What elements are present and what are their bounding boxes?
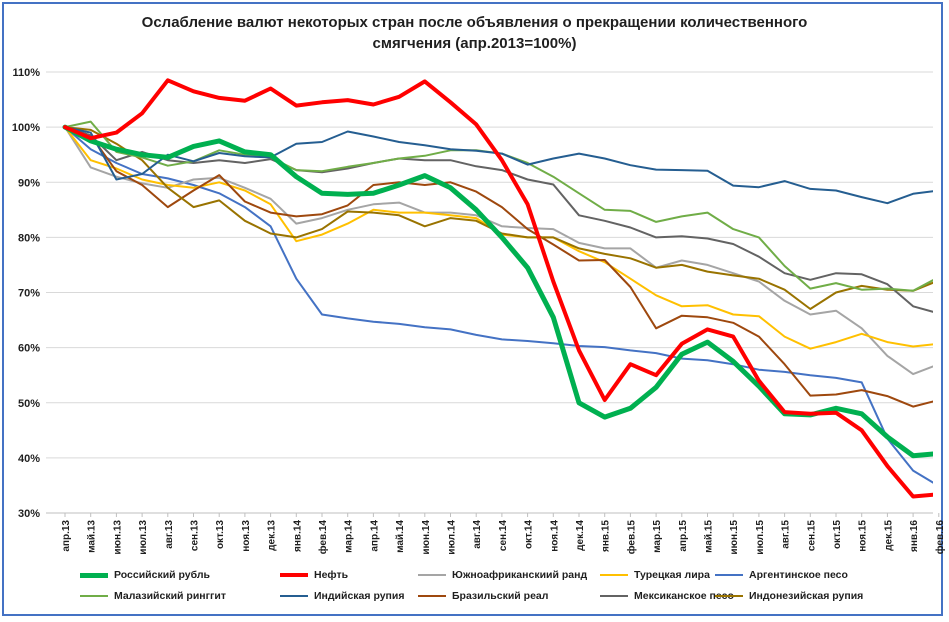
x-tick-label: июл.14 bbox=[447, 520, 458, 555]
x-tick-label: фев.15 bbox=[625, 520, 637, 555]
legend-label: Южноафриканскиий ранд bbox=[452, 569, 588, 581]
legend-swatch bbox=[80, 595, 108, 598]
x-tick-label: апр.14 bbox=[369, 520, 380, 552]
chart-title: Ослабление валют некоторых стран после о… bbox=[0, 12, 949, 54]
series-line bbox=[63, 78, 933, 499]
chart-title-line1: Ослабление валют некоторых стран после о… bbox=[141, 14, 808, 31]
y-tick-label: 110% bbox=[12, 67, 40, 79]
y-tick-label: 60% bbox=[18, 343, 40, 355]
legend-label: Мексиканское песо bbox=[634, 590, 734, 602]
x-tick-label: сен.15 bbox=[806, 520, 817, 552]
chart-title-line2: смягчения (апр.2013=100%) bbox=[372, 35, 577, 52]
y-tick-label: 80% bbox=[18, 232, 40, 244]
legend-label: Нефть bbox=[314, 569, 349, 581]
series-line bbox=[64, 126, 933, 484]
x-tick-label: дек.14 bbox=[575, 520, 586, 551]
legend-swatch bbox=[600, 595, 628, 598]
legend-item: Мексиканское песо bbox=[600, 589, 734, 603]
y-tick-label: 100% bbox=[12, 122, 40, 134]
legend-swatch bbox=[280, 573, 308, 578]
x-tick-label: фев.16 bbox=[934, 520, 946, 555]
x-tick-label: ноя.15 bbox=[858, 520, 869, 552]
x-tick-label: апр.15 bbox=[678, 520, 689, 552]
y-tick-label: 90% bbox=[18, 177, 40, 189]
x-tick-label: май.14 bbox=[395, 520, 406, 553]
y-tick-label: 40% bbox=[18, 453, 40, 465]
legend-label: Аргентинское песо bbox=[749, 569, 848, 581]
legend-label: Турецкая лира bbox=[634, 569, 710, 581]
x-tick-label: июн.13 bbox=[112, 520, 123, 555]
x-tick-label: ноя.13 bbox=[241, 520, 252, 552]
legend-item: Малазийский ринггит bbox=[80, 589, 226, 603]
series-line bbox=[64, 126, 933, 376]
x-tick-label: июл.13 bbox=[138, 520, 149, 555]
chart-frame bbox=[2, 2, 943, 616]
legend-swatch bbox=[600, 574, 628, 577]
x-tick-label: сен.13 bbox=[190, 520, 201, 552]
series-line bbox=[64, 126, 933, 310]
legend-swatch bbox=[280, 595, 308, 598]
legend-label: Индийская рупия bbox=[314, 590, 405, 602]
x-tick-label: мар.15 bbox=[652, 520, 663, 553]
legend-item: Индийская рупия bbox=[280, 589, 404, 603]
legend-label: Малазийский ринггит bbox=[114, 590, 226, 602]
x-tick-label: май.15 bbox=[704, 520, 715, 553]
x-tick-label: май.13 bbox=[87, 520, 98, 553]
x-tick-label: дек.13 bbox=[267, 520, 278, 551]
legend-item: Индонезийская рупия bbox=[715, 589, 863, 603]
y-tick-label: 50% bbox=[18, 398, 40, 410]
legend-label: Российский рубль bbox=[114, 569, 210, 581]
x-tick-label: сен.14 bbox=[498, 520, 509, 552]
legend-swatch bbox=[80, 572, 108, 578]
legend-label: Индонезийская рупия bbox=[749, 590, 864, 602]
legend-item: Нефть bbox=[280, 568, 348, 582]
x-tick-label: янв.15 bbox=[601, 520, 612, 552]
legend-item: Турецкая лира bbox=[600, 568, 710, 582]
x-tick-label: ноя.14 bbox=[549, 520, 560, 552]
x-tick-label: окт.15 bbox=[832, 520, 843, 549]
series-line bbox=[64, 126, 933, 313]
y-tick-label: 70% bbox=[18, 288, 40, 300]
legend-item: Бразильский реал bbox=[418, 589, 548, 603]
legend-swatch bbox=[715, 574, 743, 577]
series-line bbox=[64, 126, 933, 205]
x-tick-label: июл.15 bbox=[755, 520, 766, 555]
x-tick-label: апр.13 bbox=[61, 520, 72, 552]
x-tick-label: июн.15 bbox=[729, 520, 740, 555]
x-tick-label: янв.16 bbox=[909, 520, 920, 552]
x-tick-label: авг.15 bbox=[781, 520, 792, 549]
legend-swatch bbox=[715, 595, 743, 598]
legend-item: Южноафриканскиий ранд bbox=[418, 568, 587, 582]
x-tick-label: июн.14 bbox=[421, 520, 432, 555]
legend-swatch bbox=[418, 595, 446, 598]
x-tick-label: окт.13 bbox=[215, 520, 226, 549]
legend-item: Российский рубль bbox=[80, 568, 210, 582]
x-tick-label: янв.14 bbox=[292, 520, 303, 552]
legend-label: Бразильский реал bbox=[452, 590, 549, 602]
x-tick-label: фев.14 bbox=[317, 520, 329, 555]
series-line bbox=[62, 124, 933, 459]
x-tick-label: авг.13 bbox=[164, 520, 175, 549]
series-line bbox=[64, 126, 933, 408]
y-tick-label: 30% bbox=[18, 508, 40, 520]
x-tick-label: мар.14 bbox=[344, 520, 355, 553]
x-tick-label: авг.14 bbox=[472, 520, 483, 549]
x-tick-label: дек.15 bbox=[883, 520, 894, 551]
legend-swatch bbox=[418, 574, 446, 577]
x-tick-label: окт.14 bbox=[524, 520, 535, 549]
legend-item: Аргентинское песо bbox=[715, 568, 848, 582]
